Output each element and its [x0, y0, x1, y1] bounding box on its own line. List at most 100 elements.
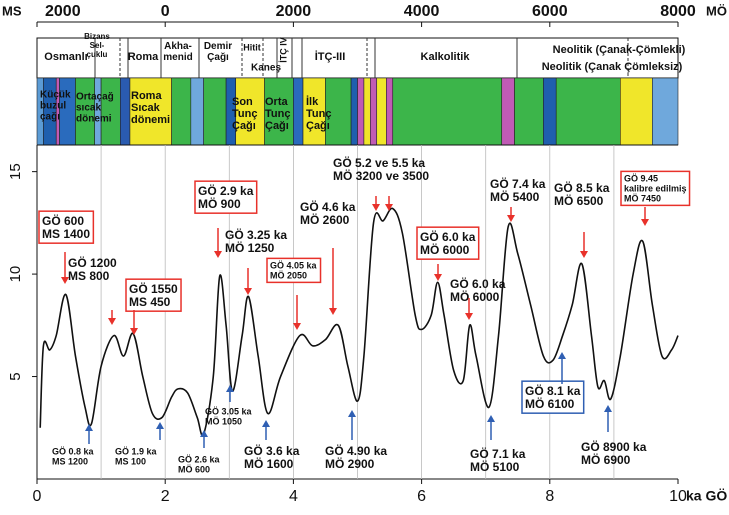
annotation-text: GÖ 8.5 ka — [554, 180, 610, 195]
top-tick-label: 8000 — [660, 3, 696, 20]
climate-band — [376, 77, 387, 146]
arrow-head — [372, 204, 380, 211]
band-label: Çağı — [306, 120, 330, 132]
annotation-text: MS 450 — [129, 295, 171, 309]
annotation-text: MÖ 2050 — [270, 270, 307, 280]
period-label: Roma — [128, 51, 159, 63]
climate-band — [620, 77, 653, 146]
arrow-head — [130, 328, 138, 335]
period-label: Kalkolitik — [421, 51, 471, 63]
band-label: Orta — [265, 96, 289, 108]
climate-band — [386, 77, 394, 146]
band-label: dönemi — [76, 114, 112, 125]
period-label: Demir — [204, 41, 232, 52]
arrow-head — [487, 415, 495, 422]
annotation-text: MÖ 6500 — [554, 193, 604, 208]
period-label: Sel- — [90, 41, 105, 50]
annotation-text: MS 800 — [68, 269, 110, 283]
annotation-text: MÖ 1600 — [244, 456, 294, 471]
arrow-head — [641, 219, 649, 226]
band-label: İlk — [306, 95, 319, 108]
annotation-box — [521, 380, 585, 414]
top-tick-label: 6000 — [532, 3, 568, 20]
y-tick-label: 15 — [7, 163, 24, 180]
annotation-text: GÖ 7.4 ka — [490, 176, 546, 191]
band-label: Küçük — [40, 90, 71, 101]
annotation-text: MS 1200 — [52, 456, 88, 466]
x-tick-label: 4 — [289, 488, 298, 505]
annotation-text: MS 1400 — [42, 227, 90, 241]
climate-band — [370, 77, 378, 146]
period-label: çuklu — [87, 50, 108, 59]
arrow-head — [465, 313, 473, 320]
arrow-head — [244, 288, 252, 295]
x-tick-label: 2 — [161, 488, 170, 505]
period-label: menid — [163, 52, 192, 63]
arrow-head — [507, 215, 515, 222]
period-label: İTÇ-III — [315, 50, 346, 63]
annotation-text: GÖ 6.0 ka — [420, 229, 476, 244]
arrow-head — [604, 405, 612, 412]
annotation-text: MÖ 3200 ve 3500 — [333, 168, 429, 183]
climate-band — [555, 77, 621, 146]
x-tick-label: 8 — [545, 488, 554, 505]
annotation-box — [620, 170, 691, 207]
annotation-text: GÖ 8900 ka — [581, 439, 647, 454]
arrow-head — [214, 251, 222, 258]
annotation-text: GÖ 4.90 ka — [325, 443, 387, 458]
climate-band — [264, 77, 294, 146]
period-label: Neolitik (Çanak Çömleksiz) — [542, 61, 683, 73]
climate-band — [501, 77, 515, 146]
band-label: Tunç — [232, 108, 257, 120]
arrow-head — [156, 422, 164, 429]
x-tick-label: 6 — [417, 488, 426, 505]
climate-band — [543, 77, 557, 146]
annotation-text: MÖ 6900 — [581, 452, 631, 467]
annotation-box — [125, 278, 182, 312]
period-label: Akha- — [164, 41, 192, 52]
climate-band — [514, 77, 544, 146]
annotation-text: GÖ 1550 — [129, 281, 178, 296]
y-tick-label: 5 — [7, 372, 24, 380]
annotation-text: GÖ 3.6 ka — [244, 443, 300, 458]
band-label: sıcak — [76, 103, 101, 114]
annotation-box — [416, 226, 480, 260]
annotation-text: MS 100 — [115, 456, 146, 466]
arrow-head — [348, 410, 356, 417]
annotation-text: MÖ 6000 — [420, 242, 470, 257]
climate-band — [203, 77, 227, 146]
band-label: dönemi — [131, 114, 170, 126]
band-label: Son — [232, 96, 253, 108]
annotation-text: GÖ 8.1 ka — [525, 383, 581, 398]
climate-band — [652, 77, 679, 146]
annotation-text: kalibre edilmiş — [624, 183, 687, 193]
y-tick-label: 10 — [7, 266, 24, 283]
annotation-text: MÖ 1050 — [205, 416, 242, 426]
arrow-head — [434, 274, 442, 281]
annotation-text: GÖ 2.6 ka — [178, 454, 221, 464]
top-axis-left-label: MS — [2, 3, 22, 18]
climate-band — [357, 77, 365, 146]
climate-band — [171, 77, 192, 146]
annotation-text: GÖ 600 — [42, 213, 84, 228]
top-tick-label: 4000 — [404, 3, 440, 20]
band-label: Tunç — [306, 108, 331, 120]
band-label: Çağı — [232, 120, 256, 132]
annotation-text: GÖ 3.05 ka — [205, 406, 253, 416]
annotation-text: GÖ 5.2 ve 5.5 ka — [333, 155, 425, 170]
arrow-head — [385, 204, 393, 211]
band-label: Sıcak — [131, 102, 161, 114]
x-tick-label: 0 — [33, 488, 42, 505]
climate-band — [120, 77, 131, 146]
annotation-text: GÖ 3.25 ka — [225, 227, 287, 242]
climate-band — [190, 77, 204, 146]
band-label: buzul — [40, 101, 66, 112]
period-label: Kaneş — [251, 63, 281, 74]
climate-band — [293, 77, 304, 146]
annotation-text: MÖ 7450 — [624, 193, 661, 203]
annotation-text: MÖ 1250 — [225, 240, 275, 255]
annotation-text: MÖ 2900 — [325, 456, 375, 471]
arrow-head — [61, 277, 69, 284]
arrow-head — [262, 420, 270, 427]
